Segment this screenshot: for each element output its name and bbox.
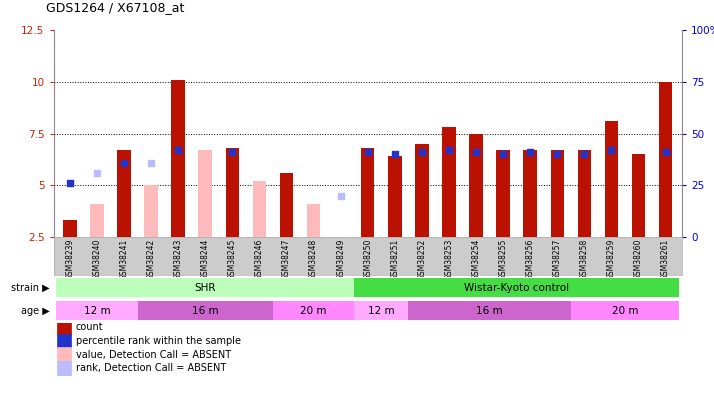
Point [471, 149, 482, 156]
Bar [496, 150, 510, 237]
Text: 12 m: 12 m [84, 306, 110, 315]
Bar [605, 121, 618, 237]
Point [525, 149, 536, 156]
Bar [280, 173, 293, 237]
Text: 20 m: 20 m [301, 306, 327, 315]
Text: GSM38247: GSM38247 [282, 239, 291, 280]
Bar [171, 80, 185, 237]
Text: percentile rank within the sample: percentile rank within the sample [76, 336, 241, 346]
Bar [632, 154, 645, 237]
Point [91, 170, 103, 176]
Bar [198, 150, 212, 237]
Text: GSM38240: GSM38240 [92, 239, 101, 280]
Text: rank, Detection Call = ABSENT: rank, Detection Call = ABSENT [76, 363, 226, 373]
Text: GSM38249: GSM38249 [336, 239, 345, 280]
Point [335, 192, 346, 199]
Point [146, 159, 157, 166]
Bar [659, 82, 673, 237]
Point [605, 147, 617, 153]
Bar [56, 320, 71, 335]
Point [498, 151, 509, 158]
Point [578, 151, 590, 158]
Point [172, 147, 183, 153]
Text: GSM38250: GSM38250 [363, 239, 372, 280]
Text: GSM38257: GSM38257 [553, 239, 562, 280]
Point [64, 180, 76, 186]
Text: GSM38243: GSM38243 [174, 239, 183, 280]
Bar [56, 279, 354, 297]
Point [443, 147, 455, 153]
Text: GSM38253: GSM38253 [444, 239, 453, 280]
Text: GSM38258: GSM38258 [580, 239, 589, 280]
Bar [56, 334, 71, 348]
Bar [90, 204, 104, 237]
Text: GSM38251: GSM38251 [391, 239, 399, 280]
Bar [56, 347, 71, 362]
Text: value, Detection Call = ABSENT: value, Detection Call = ABSENT [76, 350, 231, 360]
Text: GSM38242: GSM38242 [146, 239, 156, 280]
Text: strain ▶: strain ▶ [11, 283, 49, 293]
Text: GSM38241: GSM38241 [119, 239, 129, 280]
Bar [523, 150, 537, 237]
Text: SHR: SHR [194, 283, 216, 293]
Point [416, 149, 428, 156]
Text: GSM38256: GSM38256 [526, 239, 535, 280]
Text: GSM38255: GSM38255 [498, 239, 508, 280]
Text: GSM38252: GSM38252 [418, 239, 426, 280]
Point [389, 151, 401, 158]
Text: GSM38245: GSM38245 [228, 239, 237, 280]
Text: GSM38244: GSM38244 [201, 239, 210, 280]
Text: GSM38260: GSM38260 [634, 239, 643, 280]
Text: GSM38259: GSM38259 [607, 239, 616, 280]
Text: 16 m: 16 m [192, 306, 218, 315]
Bar [415, 144, 428, 237]
Text: count: count [76, 322, 103, 333]
Text: GSM38246: GSM38246 [255, 239, 264, 280]
Bar [354, 301, 408, 320]
Point [660, 149, 671, 156]
Bar [307, 204, 321, 237]
Text: 20 m: 20 m [612, 306, 638, 315]
Bar [56, 301, 138, 320]
Text: GSM38254: GSM38254 [471, 239, 481, 280]
Bar [273, 301, 354, 320]
Point [362, 149, 373, 156]
Bar [144, 185, 158, 237]
Bar [469, 134, 483, 237]
Text: Wistar-Kyoto control: Wistar-Kyoto control [464, 283, 569, 293]
Bar [138, 301, 273, 320]
Text: GDS1264 / X67108_at: GDS1264 / X67108_at [46, 1, 185, 14]
Text: age ▶: age ▶ [21, 306, 49, 315]
Point [119, 159, 130, 166]
Bar [388, 156, 401, 237]
Bar [253, 181, 266, 237]
Bar [117, 150, 131, 237]
Bar [361, 148, 374, 237]
Point [552, 151, 563, 158]
Bar [280, 173, 293, 237]
Bar [63, 220, 76, 237]
Bar [226, 148, 239, 237]
Text: GSM38239: GSM38239 [65, 239, 74, 280]
Bar [56, 361, 71, 376]
Text: 16 m: 16 m [476, 306, 503, 315]
Bar [354, 279, 679, 297]
Bar [442, 128, 456, 237]
Point [226, 149, 238, 156]
Text: GSM38261: GSM38261 [661, 239, 670, 280]
Text: 12 m: 12 m [368, 306, 395, 315]
Bar [570, 301, 679, 320]
Text: GSM38248: GSM38248 [309, 239, 318, 280]
Bar [408, 301, 570, 320]
Bar [550, 150, 564, 237]
Bar [578, 150, 591, 237]
